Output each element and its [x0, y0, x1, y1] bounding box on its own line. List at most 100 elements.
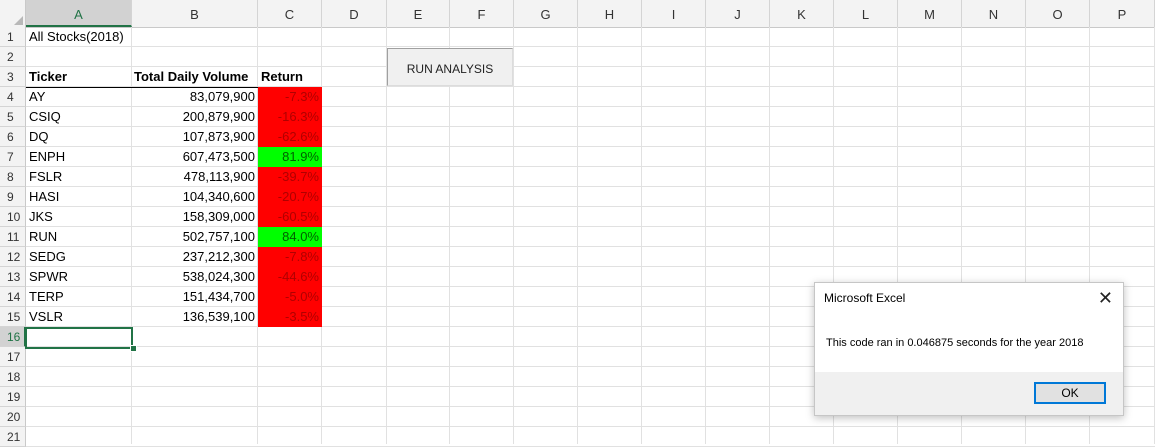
row-header-20[interactable]: 20: [0, 407, 26, 427]
select-all-corner[interactable]: [0, 0, 26, 27]
gridline-row: [26, 86, 1155, 87]
row-header-21[interactable]: 21: [0, 427, 26, 447]
row-header-19[interactable]: 19: [0, 387, 26, 407]
row-header-7[interactable]: 7: [0, 147, 26, 167]
row-header-3[interactable]: 3: [0, 67, 26, 87]
gridline-row: [26, 226, 1155, 227]
column-header-d[interactable]: D: [322, 0, 387, 27]
dialog-footer: OK: [815, 372, 1123, 415]
column-header-l[interactable]: L: [834, 0, 898, 27]
volume-cell[interactable]: 83,079,900: [189, 89, 255, 104]
ticker-cell[interactable]: SEDG: [29, 249, 66, 264]
gridline-col: [833, 27, 834, 444]
row-header-9[interactable]: 9: [0, 187, 26, 207]
column-header-f[interactable]: F: [450, 0, 514, 27]
return-cell[interactable]: -44.6%: [258, 267, 322, 287]
ticker-cell[interactable]: CSIQ: [29, 109, 61, 124]
ok-button[interactable]: OK: [1034, 382, 1106, 404]
column-header-o[interactable]: O: [1026, 0, 1090, 27]
return-cell[interactable]: -60.5%: [258, 207, 322, 227]
ticker-cell[interactable]: JKS: [29, 209, 53, 224]
active-cell-a16[interactable]: [25, 327, 133, 349]
header-return[interactable]: Return: [261, 69, 303, 84]
ticker-cell[interactable]: ENPH: [29, 149, 66, 164]
ticker-cell[interactable]: TERP: [29, 289, 64, 304]
column-header-k[interactable]: K: [770, 0, 834, 27]
gridline-col: [897, 27, 898, 444]
return-cell[interactable]: -3.5%: [258, 307, 322, 327]
volume-cell[interactable]: 237,212,300: [182, 249, 255, 264]
ticker-cell[interactable]: VSLR: [29, 309, 63, 324]
row-header-16[interactable]: 16: [0, 327, 26, 347]
column-header-a[interactable]: A: [26, 0, 132, 27]
column-header-h[interactable]: H: [578, 0, 642, 27]
return-cell[interactable]: 81.9%: [258, 147, 322, 167]
row-header-10[interactable]: 10: [0, 207, 26, 227]
gridline-row: [26, 286, 1155, 287]
column-header-c[interactable]: C: [258, 0, 322, 27]
return-cell[interactable]: -62.6%: [258, 127, 322, 147]
volume-cell[interactable]: 538,024,300: [182, 269, 255, 284]
volume-cell[interactable]: 158,309,000: [182, 209, 255, 224]
return-cell[interactable]: -20.7%: [258, 187, 322, 207]
column-header-i[interactable]: I: [642, 0, 706, 27]
ticker-cell[interactable]: HASI: [29, 189, 60, 204]
gridline-col: [449, 27, 450, 444]
gridline-row: [26, 186, 1155, 187]
ticker-cell[interactable]: SPWR: [29, 269, 68, 284]
gridline-col: [386, 27, 387, 444]
fill-handle[interactable]: [130, 345, 137, 352]
volume-cell[interactable]: 607,473,500: [182, 149, 255, 164]
return-cell[interactable]: -7.8%: [258, 247, 322, 267]
row-header-5[interactable]: 5: [0, 107, 26, 127]
row-header-12[interactable]: 12: [0, 247, 26, 267]
row-header-13[interactable]: 13: [0, 267, 26, 287]
column-header-n[interactable]: N: [962, 0, 1026, 27]
column-header-p[interactable]: P: [1090, 0, 1155, 27]
column-header-m[interactable]: M: [898, 0, 962, 27]
row-header-14[interactable]: 14: [0, 287, 26, 307]
gridline-col: [1025, 27, 1026, 444]
header-ticker[interactable]: Ticker: [29, 69, 68, 84]
row-header-1[interactable]: 1: [0, 27, 26, 47]
volume-cell[interactable]: 502,757,100: [182, 229, 255, 244]
header-volume[interactable]: Total Daily Volume: [134, 69, 249, 84]
row-header-8[interactable]: 8: [0, 167, 26, 187]
return-cell[interactable]: -16.3%: [258, 107, 322, 127]
volume-cell[interactable]: 104,340,600: [182, 189, 255, 204]
column-header-j[interactable]: J: [706, 0, 770, 27]
return-cell[interactable]: 84.0%: [258, 227, 322, 247]
row-header-11[interactable]: 11: [0, 227, 26, 247]
row-header-6[interactable]: 6: [0, 127, 26, 147]
ticker-cell[interactable]: AY: [29, 89, 46, 104]
volume-cell[interactable]: 478,113,900: [183, 169, 255, 184]
gridline-row: [26, 66, 1155, 67]
close-icon[interactable]: ✕: [1097, 288, 1113, 308]
row-header-18[interactable]: 18: [0, 367, 26, 387]
volume-cell[interactable]: 107,873,900: [182, 129, 255, 144]
row-header-15[interactable]: 15: [0, 307, 26, 327]
gridline-col: [961, 27, 962, 444]
ticker-cell[interactable]: FSLR: [29, 169, 63, 184]
sheet-title[interactable]: All Stocks(2018): [29, 29, 124, 44]
ticker-cell[interactable]: DQ: [29, 129, 49, 144]
gridline-row: [26, 46, 1155, 47]
volume-cell[interactable]: 136,539,100: [182, 309, 255, 324]
return-cell[interactable]: -39.7%: [258, 167, 322, 187]
column-header-e[interactable]: E: [387, 0, 450, 27]
column-header-g[interactable]: G: [514, 0, 578, 27]
run-analysis-button[interactable]: RUN ANALYSIS: [387, 48, 513, 86]
volume-cell[interactable]: 200,879,900: [182, 109, 255, 124]
row-header-17[interactable]: 17: [0, 347, 26, 367]
gridline-col: [513, 27, 514, 444]
return-cell[interactable]: -5.0%: [258, 287, 322, 307]
dialog-title: Microsoft Excel: [824, 291, 906, 305]
ticker-cell[interactable]: RUN: [29, 229, 58, 244]
row-header-4[interactable]: 4: [0, 87, 26, 107]
gridline-col: [769, 27, 770, 444]
return-cell[interactable]: -7.3%: [258, 87, 322, 107]
volume-cell[interactable]: 151,434,700: [182, 289, 255, 304]
column-header-b[interactable]: B: [132, 0, 258, 27]
row-header-2[interactable]: 2: [0, 47, 26, 67]
